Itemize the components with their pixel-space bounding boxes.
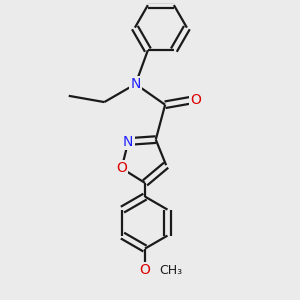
Text: O: O [116, 161, 127, 175]
Text: CH₃: CH₃ [159, 264, 182, 277]
Text: N: N [123, 134, 134, 148]
Text: O: O [190, 93, 201, 107]
Text: O: O [140, 263, 150, 277]
Text: N: N [130, 77, 141, 91]
